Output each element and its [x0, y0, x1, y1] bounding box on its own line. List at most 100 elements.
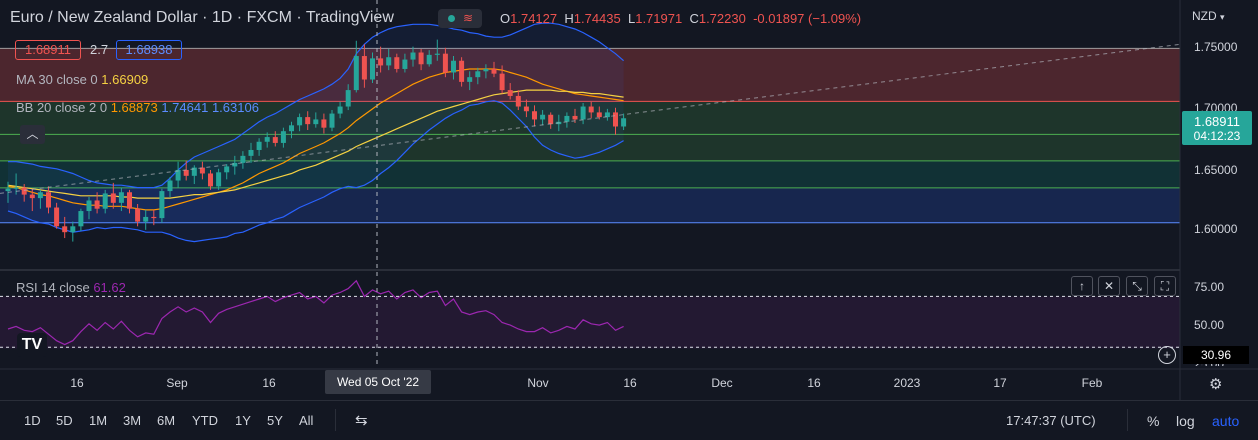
- time-tick: 16: [623, 376, 636, 390]
- ma-name: MA 30 close 0: [16, 72, 98, 87]
- log-scale-button[interactable]: log: [1176, 413, 1195, 429]
- range-button[interactable]: All: [299, 413, 313, 428]
- range-button[interactable]: YTD: [192, 413, 218, 428]
- candle-body: [135, 209, 140, 222]
- spread-value: 2.7: [90, 42, 108, 57]
- candle-body: [159, 191, 164, 218]
- utc-clock[interactable]: 17:47:37 (UTC): [1006, 413, 1096, 428]
- candle-body: [492, 69, 497, 74]
- interval-label[interactable]: 1D: [212, 9, 232, 26]
- candle-body: [119, 192, 124, 203]
- collapse-icon: ⤡: [1132, 279, 1142, 293]
- candle-body: [62, 226, 67, 232]
- rsi-tick: 50.00: [1194, 318, 1224, 332]
- candle-body: [435, 54, 440, 55]
- candle-body: [54, 208, 59, 227]
- currency-label[interactable]: NZD ▾: [1192, 9, 1225, 23]
- bb-upper-value: 1.74641: [161, 100, 208, 115]
- open-key: O: [500, 11, 510, 26]
- maximize-pane-button[interactable]: ⛶: [1154, 276, 1176, 296]
- title-separator: ·: [296, 9, 305, 26]
- calendar-range-icon[interactable]: ⇆: [355, 411, 368, 429]
- percent-scale-button[interactable]: %: [1147, 413, 1159, 429]
- low-key: L: [624, 11, 635, 26]
- symbol-name[interactable]: Euro / New Zealand Dollar: [10, 9, 198, 26]
- candle-body: [70, 226, 75, 232]
- ohlc-legend: O1.74127 H1.74435 L1.71971 C1.72230 -0.0…: [500, 11, 861, 26]
- candle-body: [168, 181, 173, 192]
- title-separator: ·: [202, 9, 212, 26]
- candle-body: [127, 192, 132, 208]
- candle-body: [394, 57, 399, 69]
- remove-pane-button[interactable]: ✕: [1098, 276, 1120, 296]
- buy-price-button[interactable]: 1.68938: [116, 40, 182, 60]
- range-button[interactable]: 6M: [157, 413, 175, 428]
- move-pane-up-button[interactable]: ↑: [1071, 276, 1093, 296]
- candle-body: [500, 74, 505, 90]
- candle-body: [78, 211, 83, 226]
- time-tick: 16: [262, 376, 275, 390]
- candle-body: [508, 90, 513, 96]
- candle-body: [216, 172, 221, 186]
- candle-body: [151, 217, 156, 218]
- candle-body: [516, 96, 521, 107]
- tradingview-logo-icon[interactable]: TV: [17, 333, 47, 357]
- rsi-band: [0, 296, 1180, 348]
- candle-body: [46, 192, 51, 207]
- open-value: 1.74127: [510, 11, 557, 26]
- price-tick: 1.65000: [1194, 163, 1237, 177]
- range-button[interactable]: 5D: [56, 413, 73, 428]
- range-button[interactable]: 3M: [123, 413, 141, 428]
- add-plus-button[interactable]: +: [1158, 346, 1176, 364]
- maximize-icon: ⛶: [1161, 279, 1169, 293]
- chart-canvas[interactable]: [0, 0, 1258, 400]
- price-tick: 1.75000: [1194, 40, 1237, 54]
- bb-name: BB 20 close 2 0: [16, 100, 107, 115]
- range-button[interactable]: 1Y: [235, 413, 251, 428]
- rsi-tick: 75.00: [1194, 280, 1224, 294]
- sell-price-button[interactable]: 1.68911: [15, 40, 81, 60]
- high-key: H: [561, 11, 574, 26]
- rsi-legend[interactable]: RSI 14 close 61.62: [16, 280, 126, 295]
- market-open-dot-icon: [448, 15, 455, 22]
- bb-lower-value: 1.63106: [212, 100, 259, 115]
- source-label: TradingView: [306, 9, 394, 26]
- candle-body: [532, 111, 537, 119]
- time-tick: 16: [70, 376, 83, 390]
- candle-body: [224, 166, 229, 172]
- candle-body: [95, 200, 100, 208]
- rsi-name: RSI 14 close: [16, 280, 90, 295]
- candle-body: [362, 56, 367, 79]
- market-status-toggle[interactable]: ≋: [438, 9, 482, 28]
- candle-body: [573, 116, 578, 120]
- candle-body: [305, 117, 310, 124]
- candle-body: [564, 116, 569, 122]
- candle-body: [38, 192, 43, 198]
- range-button[interactable]: 1D: [24, 413, 41, 428]
- chevron-down-icon: ▾: [1220, 12, 1225, 22]
- ma-legend[interactable]: MA 30 close 0 1.66909: [16, 72, 148, 87]
- collapse-legend-button[interactable]: ︿: [20, 125, 45, 144]
- gear-icon[interactable]: ⚙: [1209, 375, 1222, 393]
- close-value: 1.72230: [699, 11, 746, 26]
- auto-scale-button[interactable]: auto: [1212, 413, 1239, 429]
- range-button[interactable]: 5Y: [267, 413, 283, 428]
- candle-body: [30, 195, 35, 199]
- candle-body: [346, 90, 351, 106]
- candle-body: [581, 107, 586, 120]
- bb-legend[interactable]: BB 20 close 2 0 1.68873 1.74641 1.63106: [16, 100, 259, 115]
- range-button[interactable]: 1M: [89, 413, 107, 428]
- bb-basis-value: 1.68873: [111, 100, 158, 115]
- time-tick: 2023: [894, 376, 921, 390]
- currency-text: NZD: [1192, 9, 1217, 23]
- last-price-label: 1.68911 04:12:23: [1182, 111, 1252, 145]
- candle-body: [613, 112, 618, 126]
- time-tick: Nov: [527, 376, 548, 390]
- collapse-pane-button[interactable]: ⤡: [1126, 276, 1148, 296]
- title-separator: ·: [237, 9, 247, 26]
- change-value: -0.01897 (−1.09%): [753, 11, 861, 26]
- candle-body: [427, 55, 432, 64]
- crosshair-date-label: Wed 05 Oct '22: [325, 370, 431, 394]
- close-key: C: [686, 11, 699, 26]
- candle-body: [402, 60, 407, 69]
